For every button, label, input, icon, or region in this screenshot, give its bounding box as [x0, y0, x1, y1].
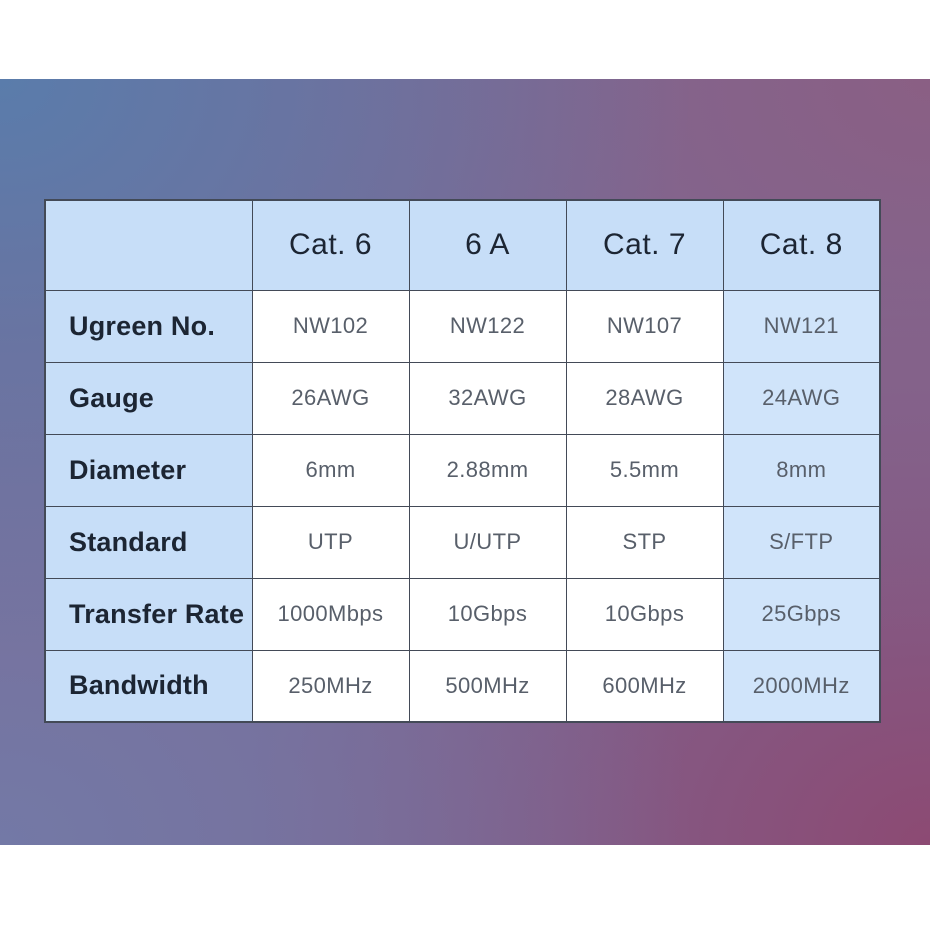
- cell-value: 2.88mm: [408, 433, 567, 507]
- cell-value: 6mm: [251, 433, 410, 507]
- header-cell-empty: [44, 199, 253, 291]
- cell-value: 5.5mm: [565, 433, 724, 507]
- row-label: Ugreen No.: [44, 289, 253, 363]
- cell-value-highlighted: 24AWG: [722, 361, 881, 435]
- cell-value: NW102: [251, 289, 410, 363]
- table-row-bandwidth: Bandwidth 250MHz 500MHz 600MHz 2000MHz: [44, 649, 881, 723]
- table-row-ugreen-no: Ugreen No. NW102 NW122 NW107 NW121: [44, 289, 881, 363]
- cell-value: 600MHz: [565, 649, 724, 723]
- table-row-diameter: Diameter 6mm 2.88mm 5.5mm 8mm: [44, 433, 881, 507]
- cell-value: 250MHz: [251, 649, 410, 723]
- header-cell-6a: 6 A: [408, 199, 567, 291]
- table-row-gauge: Gauge 26AWG 32AWG 28AWG 24AWG: [44, 361, 881, 435]
- cell-value: U/UTP: [408, 505, 567, 579]
- cell-value-highlighted: S/FTP: [722, 505, 881, 579]
- header-row: Cat. 6 6 A Cat. 7 Cat. 8: [44, 199, 881, 291]
- cell-value: NW107: [565, 289, 724, 363]
- row-label: Bandwidth: [44, 649, 253, 723]
- cell-value-highlighted: NW121: [722, 289, 881, 363]
- cell-value: UTP: [251, 505, 410, 579]
- cell-value: 500MHz: [408, 649, 567, 723]
- header-cell-cat7: Cat. 7: [565, 199, 724, 291]
- row-label: Gauge: [44, 361, 253, 435]
- cell-value: STP: [565, 505, 724, 579]
- row-label: Diameter: [44, 433, 253, 507]
- cell-value-highlighted: 25Gbps: [722, 577, 881, 651]
- row-label: Transfer Rate: [44, 577, 253, 651]
- table-row-transfer-rate: Transfer Rate 1000Mbps 10Gbps 10Gbps 25G…: [44, 577, 881, 651]
- cell-value: 28AWG: [565, 361, 724, 435]
- header-cell-cat8: Cat. 8: [722, 199, 881, 291]
- cell-value: NW122: [408, 289, 567, 363]
- cell-value-highlighted: 8mm: [722, 433, 881, 507]
- cell-value: 32AWG: [408, 361, 567, 435]
- cell-value: 1000Mbps: [251, 577, 410, 651]
- cell-value: 10Gbps: [565, 577, 724, 651]
- spec-comparison-table: Cat. 6 6 A Cat. 7 Cat. 8 Ugreen No. NW10…: [44, 199, 881, 723]
- cell-value: 10Gbps: [408, 577, 567, 651]
- row-label: Standard: [44, 505, 253, 579]
- table-row-standard: Standard UTP U/UTP STP S/FTP: [44, 505, 881, 579]
- cell-value: 26AWG: [251, 361, 410, 435]
- header-cell-cat6: Cat. 6: [251, 199, 410, 291]
- cell-value-highlighted: 2000MHz: [722, 649, 881, 723]
